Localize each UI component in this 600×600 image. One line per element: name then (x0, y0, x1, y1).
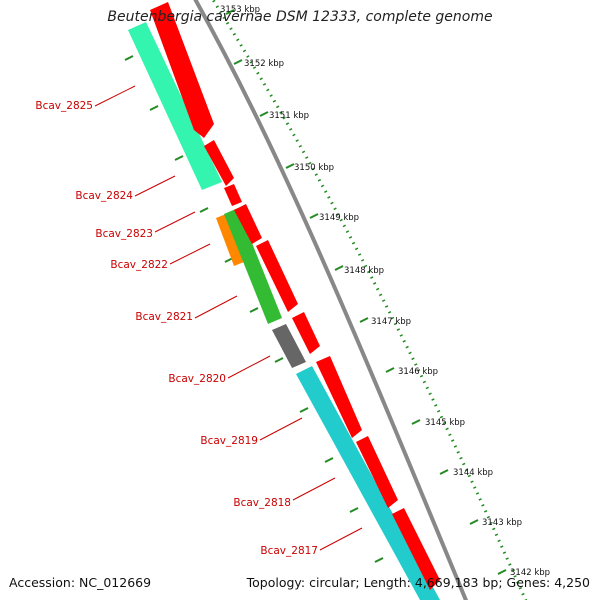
cds-arrow-bcav-2819 (316, 356, 362, 438)
scale-label-3151: 3151 kbp (269, 111, 309, 121)
inner-gene-track (128, 22, 440, 600)
gene-leader-lines (94, 85, 363, 551)
scale-label-3145: 3145 kbp (425, 418, 465, 428)
gene-label-bcav-2822: Bcav_2822 (110, 259, 168, 271)
scale-label-3144: 3144 kbp (453, 468, 493, 478)
scale-track-dots (211, 0, 528, 600)
cds-arrows (150, 2, 440, 590)
gene-track-bcav-2821-green (224, 208, 282, 324)
scale-ticks (225, 9, 507, 575)
gene-label-bcav-2817: Bcav_2817 (260, 545, 318, 557)
scale-labels: 3153 kbp 3152 kbp 3151 kbp 3150 kbp 3149… (220, 5, 550, 578)
inner-tick-marks (124, 55, 384, 563)
gene-track-bcav-2822-orange (216, 214, 244, 266)
gene-label-bcav-2821: Bcav_2821 (135, 311, 193, 323)
scale-label-3142: 3142 kbp (510, 568, 550, 578)
cds-arrow-bcav-2817 (392, 508, 440, 590)
genome-backbone (193, 0, 469, 600)
cds-arrow-bcav-2823 (224, 184, 242, 206)
scale-label-3143: 3143 kbp (482, 518, 522, 528)
scale-label-3152: 3152 kbp (244, 59, 284, 69)
cds-arrow-bcav-2818 (356, 436, 398, 508)
scale-label-3148: 3148 kbp (344, 266, 384, 276)
scale-label-3146: 3146 kbp (398, 367, 438, 377)
gene-label-bcav-2818: Bcav_2818 (233, 497, 291, 509)
gene-label-bcav-2820: Bcav_2820 (168, 373, 226, 385)
scale-label-3147: 3147 kbp (371, 317, 411, 327)
genome-title: Beutenbergia cavernae DSM 12333, complet… (107, 9, 493, 25)
gene-track-bcav-2819-cyan (296, 366, 440, 600)
gene-label-bcav-2825: Bcav_2825 (35, 100, 93, 112)
gene-label-bcav-2819: Bcav_2819 (200, 435, 258, 447)
gene-track-bcav-2820-gray (272, 324, 306, 368)
scale-label-3150: 3150 kbp (294, 163, 334, 173)
gene-label-bcav-2824: Bcav_2824 (75, 190, 133, 202)
cds-arrow-bcav-2824 (204, 140, 234, 186)
cds-arrow-bcav-2822 (234, 204, 262, 244)
cds-arrow-bcav-2825 (150, 2, 214, 138)
cds-arrow-bcav-2820 (292, 312, 320, 354)
accession-text: Accession: NC_012669 (9, 575, 152, 590)
scale-label-3149: 3149 kbp (319, 213, 359, 223)
gene-label-bcav-2823: Bcav_2823 (95, 228, 153, 240)
cds-arrow-bcav-2821 (256, 240, 298, 312)
genome-summary-text: Topology: circular; Length: 4,669,183 bp… (246, 575, 590, 590)
gene-track-bcav-2825-seafoam (128, 22, 222, 190)
scale-label-3153: 3153 kbp (220, 5, 260, 15)
gene-labels: Bcav_2825 Bcav_2824 Bcav_2823 Bcav_2822 … (35, 100, 318, 557)
